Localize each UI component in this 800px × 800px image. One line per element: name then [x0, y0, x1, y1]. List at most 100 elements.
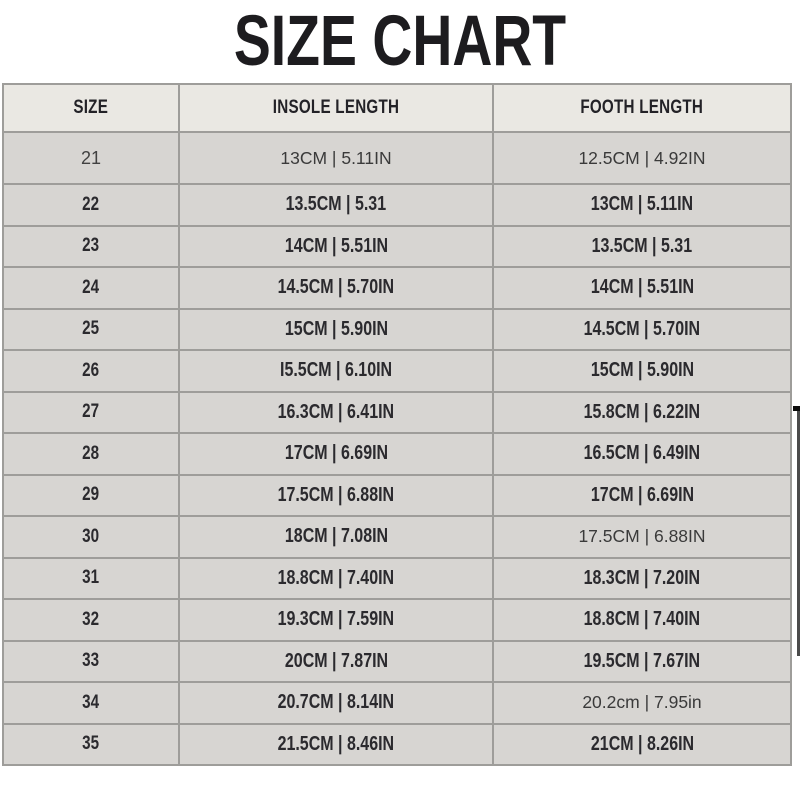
size-cell: 26 — [2, 349, 180, 393]
table-row: 33 20CM | 7.87IN 19.5CM | 7.67IN — [2, 639, 792, 683]
footh-length-cell-value: 17.5CM | 6.88IN — [578, 526, 706, 547]
insole-length-cell-value: 20.7CM | 8.14IN — [277, 691, 395, 714]
table-row: 28 17CM | 6.69IN 16.5CM | 6.49IN — [2, 432, 792, 476]
footh-length-cell-value: 18.8CM | 7.40IN — [583, 608, 701, 631]
size-cell-value: 35 — [82, 733, 100, 755]
insole-length-cell-value: 17CM | 6.69IN — [284, 442, 388, 465]
size-cell-value: 24 — [82, 276, 100, 298]
insole-length-cell-value: 21.5CM | 8.46IN — [277, 732, 395, 755]
table-row: 22 13.5CM | 5.31 13CM | 5.11IN — [2, 183, 792, 227]
column-header-size: SIZE — [2, 83, 180, 133]
size-cell-value: 28 — [82, 442, 100, 464]
table-row: 29 17.5CM | 6.88IN 17CM | 6.69IN — [2, 473, 792, 517]
insole-length-cell: 13CM | 5.11IN — [178, 131, 494, 185]
insole-length-cell: 20.7CM | 8.14IN — [178, 681, 494, 725]
insole-length-cell: 19.3CM | 7.59IN — [178, 598, 494, 642]
size-cell: 35 — [2, 722, 180, 766]
size-cell-value: 34 — [82, 691, 100, 713]
insole-length-cell-value: 19.3CM | 7.59IN — [277, 608, 395, 631]
footh-length-cell: 13CM | 5.11IN — [492, 183, 792, 227]
size-cell-value: 26 — [82, 359, 100, 381]
table-row: 24 14.5CM | 5.70IN 14CM | 5.51IN — [2, 266, 792, 310]
size-cell-value: 21 — [80, 147, 102, 168]
insole-length-cell-value: 13CM | 5.11IN — [280, 147, 392, 168]
size-cell: 30 — [2, 515, 180, 559]
table-row: 34 20.7CM | 8.14IN 20.2cm | 7.95in — [2, 681, 792, 725]
footh-length-cell: 15.8CM | 6.22IN — [492, 390, 792, 434]
footh-length-cell-value: 14.5CM | 5.70IN — [583, 317, 701, 340]
table-row: 25 15CM | 5.90IN 14.5CM | 5.70IN — [2, 307, 792, 351]
insole-length-cell-value: 16.3CM | 6.41IN — [277, 400, 395, 423]
size-cell-value: 32 — [82, 608, 100, 630]
size-cell: 34 — [2, 681, 180, 725]
page-title-wrap: SIZE CHART — [0, 0, 800, 83]
footh-length-cell: 17CM | 6.69IN — [492, 473, 792, 517]
size-cell: 21 — [2, 131, 180, 185]
insole-length-cell: 21.5CM | 8.46IN — [178, 722, 494, 766]
footh-length-cell-value: 18.3CM | 7.20IN — [583, 566, 701, 589]
insole-length-cell: 17CM | 6.69IN — [178, 432, 494, 476]
size-cell: 25 — [2, 307, 180, 351]
size-cell: 24 — [2, 266, 180, 310]
insole-length-cell-value: 14.5CM | 5.70IN — [277, 276, 395, 299]
footh-length-cell-value: 14CM | 5.51IN — [590, 276, 694, 299]
footh-length-cell: 15CM | 5.90IN — [492, 349, 792, 393]
footh-length-cell: 14CM | 5.51IN — [492, 266, 792, 310]
footh-length-cell-value: 15CM | 5.90IN — [590, 359, 694, 382]
insole-length-cell-value: 18CM | 7.08IN — [284, 525, 388, 548]
footh-length-cell-value: 19.5CM | 7.67IN — [583, 649, 701, 672]
insole-length-cell: 18.8CM | 7.40IN — [178, 556, 494, 600]
size-cell-value: 29 — [82, 484, 100, 506]
table-row: 30 18CM | 7.08IN 17.5CM | 6.88IN — [2, 515, 792, 559]
insole-length-cell-value: 20CM | 7.87IN — [284, 649, 388, 672]
insole-length-cell: 16.3CM | 6.41IN — [178, 390, 494, 434]
column-header-insole-length-label: INSOLE LENGTH — [272, 97, 400, 118]
size-cell-value: 33 — [82, 650, 100, 672]
scrollbar-thumb[interactable] — [797, 410, 800, 656]
footh-length-cell: 13.5CM | 5.31 — [492, 224, 792, 268]
table-row: 23 14CM | 5.51IN 13.5CM | 5.31 — [2, 224, 792, 268]
table-row: 26 I5.5CM | 6.10IN 15CM | 5.90IN — [2, 349, 792, 393]
footh-length-cell-value: 15.8CM | 6.22IN — [583, 400, 701, 423]
size-cell: 22 — [2, 183, 180, 227]
size-cell: 32 — [2, 598, 180, 642]
insole-length-cell: 14.5CM | 5.70IN — [178, 266, 494, 310]
insole-length-cell: 14CM | 5.51IN — [178, 224, 494, 268]
size-cell: 31 — [2, 556, 180, 600]
footh-length-cell: 16.5CM | 6.49IN — [492, 432, 792, 476]
footh-length-cell-value: 21CM | 8.26IN — [590, 732, 694, 755]
size-cell-value: 30 — [82, 525, 100, 547]
footh-length-cell: 12.5CM | 4.92IN — [492, 131, 792, 185]
scrollbar-tick-icon — [793, 406, 800, 411]
size-cell: 33 — [2, 639, 180, 683]
insole-length-cell-value: I5.5CM | 6.10IN — [279, 359, 393, 382]
footh-length-cell: 20.2cm | 7.95in — [492, 681, 792, 725]
table-header-row: SIZE INSOLE LENGTH FOOTH LENGTH — [2, 83, 792, 133]
footh-length-cell-value: 12.5CM | 4.92IN — [578, 147, 706, 168]
size-cell: 28 — [2, 432, 180, 476]
size-cell-value: 31 — [82, 567, 100, 589]
table-header: SIZE INSOLE LENGTH FOOTH LENGTH — [2, 83, 792, 133]
footh-length-cell-value: 13CM | 5.11IN — [590, 193, 694, 216]
size-cell: 29 — [2, 473, 180, 517]
insole-length-cell: I5.5CM | 6.10IN — [178, 349, 494, 393]
insole-length-cell: 13.5CM | 5.31 — [178, 183, 494, 227]
insole-length-cell: 15CM | 5.90IN — [178, 307, 494, 351]
table-row: 32 19.3CM | 7.59IN 18.8CM | 7.40IN — [2, 598, 792, 642]
column-header-size-label: SIZE — [73, 97, 109, 118]
table-row: 27 16.3CM | 6.41IN 15.8CM | 6.22IN — [2, 390, 792, 434]
footh-length-cell: 21CM | 8.26IN — [492, 722, 792, 766]
footh-length-cell: 14.5CM | 5.70IN — [492, 307, 792, 351]
footh-length-cell-value: 16.5CM | 6.49IN — [583, 442, 701, 465]
insole-length-cell: 20CM | 7.87IN — [178, 639, 494, 683]
column-header-footh-length-label: FOOTH LENGTH — [580, 97, 704, 118]
footh-length-cell: 19.5CM | 7.67IN — [492, 639, 792, 683]
size-cell-value: 22 — [82, 193, 100, 215]
column-header-insole-length: INSOLE LENGTH — [178, 83, 494, 133]
column-header-footh-length: FOOTH LENGTH — [492, 83, 792, 133]
table-row: 21 13CM | 5.11IN 12.5CM | 4.92IN — [2, 131, 792, 185]
insole-length-cell: 17.5CM | 6.88IN — [178, 473, 494, 517]
size-chart-table: SIZE INSOLE LENGTH FOOTH LENGTH 21 13CM |… — [2, 83, 792, 766]
footh-length-cell-value: 20.2cm | 7.95in — [582, 692, 702, 713]
footh-length-cell: 18.8CM | 7.40IN — [492, 598, 792, 642]
